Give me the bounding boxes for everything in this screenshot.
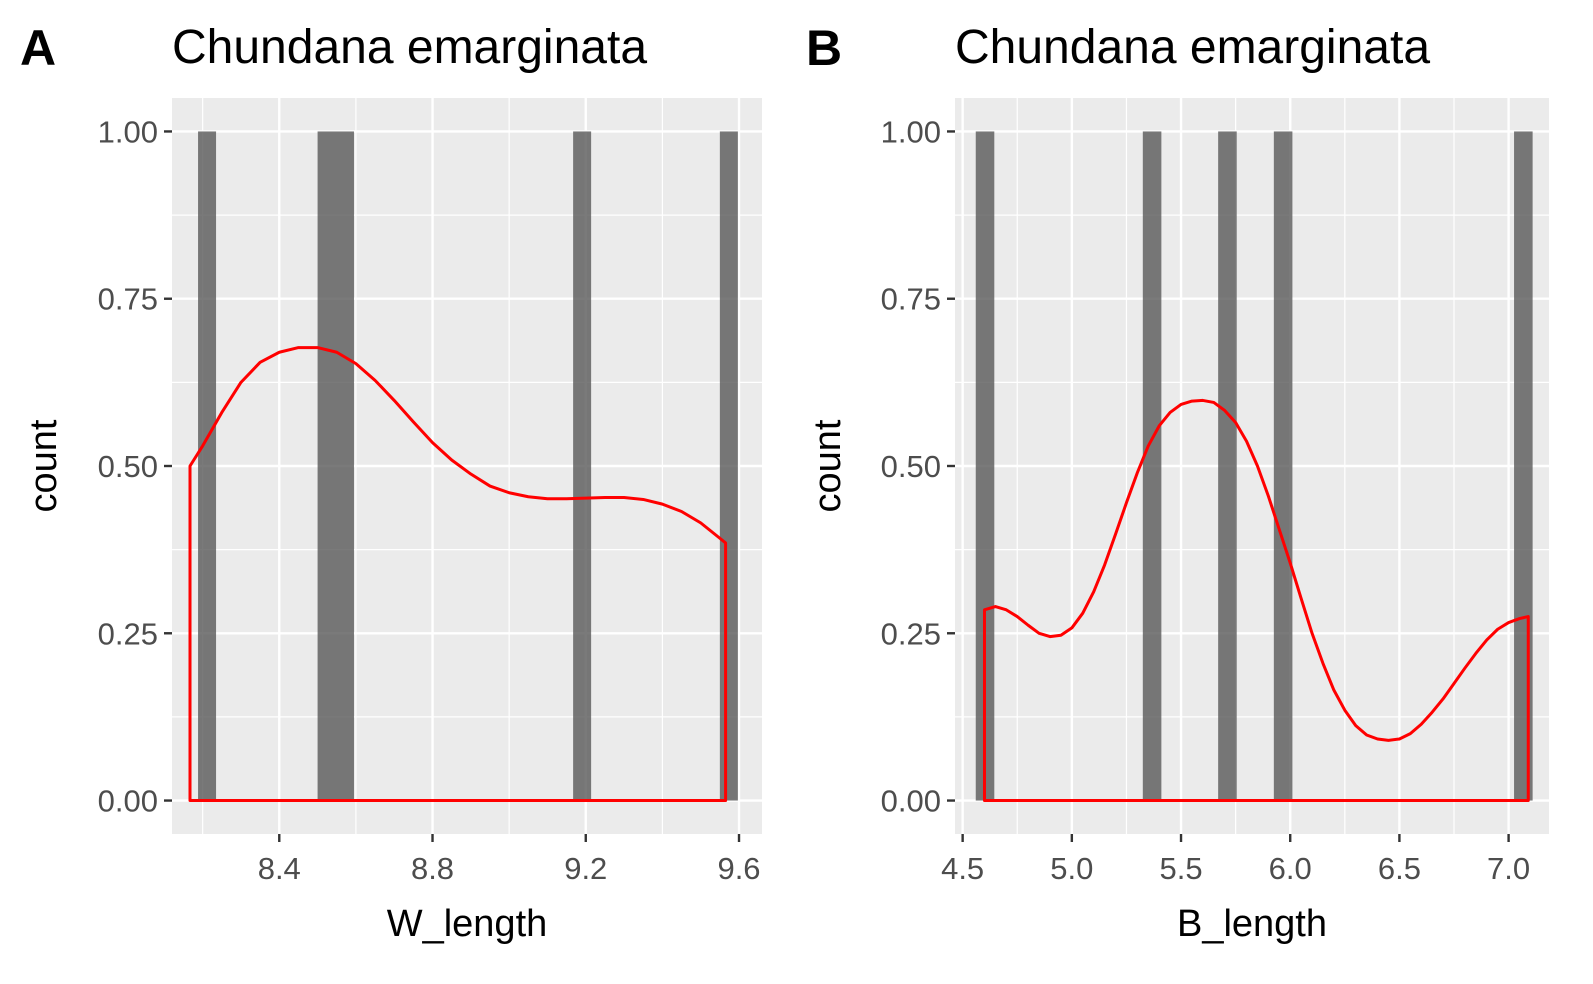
panel-b-x-tick-label: 5.5 bbox=[1159, 851, 1202, 886]
panel-b-histogram-bar bbox=[1142, 131, 1162, 801]
panel-a-x-tick-label: 9.6 bbox=[717, 851, 760, 886]
panel-a-histogram-bar bbox=[719, 131, 738, 801]
panel-a-x-tick-label: 8.8 bbox=[411, 851, 454, 886]
panel-b-y-tick-label: 0.75 bbox=[881, 282, 941, 317]
panel-b-histogram-bar bbox=[1273, 131, 1293, 801]
panel-a-y-axis-title: count bbox=[23, 419, 65, 512]
panel-a-y-tick-label: 0.25 bbox=[98, 616, 158, 651]
panel-b-histogram-bar bbox=[1514, 131, 1533, 801]
panel-a-bars bbox=[198, 131, 738, 801]
panel-b-bars bbox=[975, 131, 1533, 801]
panel-b-histogram-bar bbox=[975, 131, 995, 801]
panel-b-x-tick-label: 7.0 bbox=[1487, 851, 1530, 886]
panel-a-y-tick-label: 0.50 bbox=[98, 449, 158, 484]
panel-b-y-axis: 0.00 0.25 0.50 0.75 1.00 bbox=[881, 114, 955, 819]
panel-a-histogram-bar bbox=[317, 131, 354, 801]
panel-b-y-axis-title: count bbox=[807, 419, 849, 512]
panel-b-x-axis: 4.5 5.0 5.5 6.0 6.5 7.0 bbox=[941, 834, 1530, 886]
panel-b-y-tick-label: 1.00 bbox=[881, 114, 941, 149]
panel-a-density-curve bbox=[188, 346, 728, 803]
panel-b-density-curve bbox=[982, 398, 1530, 803]
panel-b-x-tick-label: 6.0 bbox=[1269, 851, 1312, 886]
panel-a-y-tick-label: 1.00 bbox=[98, 114, 158, 149]
panel-a-x-tick-label: 8.4 bbox=[258, 851, 301, 886]
panel-a-y-axis: 0.00 0.25 0.50 0.75 1.00 bbox=[98, 114, 172, 819]
panel-b-x-tick-label: 5.0 bbox=[1050, 851, 1093, 886]
panel-b-tag: B bbox=[806, 20, 842, 76]
panel-b-x-tick-label: 4.5 bbox=[941, 851, 984, 886]
panel-a-y-tick-label: 0.00 bbox=[98, 784, 158, 819]
panel-b-title: Chundana emarginata bbox=[955, 21, 1430, 74]
panel-b-y-tick-label: 0.50 bbox=[881, 449, 941, 484]
panel-a-y-tick-label: 0.75 bbox=[98, 282, 158, 317]
panel-b-x-axis-title: B_length bbox=[1177, 903, 1327, 945]
panel-b-y-tick-label: 0.00 bbox=[881, 784, 941, 819]
panel-a-histogram-bar bbox=[198, 131, 217, 801]
panel-b: B Chundana emarginata 0.00 0.25 0.50 0.75 1.… bbox=[806, 20, 1549, 945]
panel-a-title: Chundana emarginata bbox=[172, 21, 647, 74]
panel-a-x-axis: 8.4 8.8 9.2 9.6 bbox=[258, 834, 761, 886]
panel-a-x-tick-label: 9.2 bbox=[564, 851, 607, 886]
panel-b-y-tick-label: 0.25 bbox=[881, 616, 941, 651]
panel-a-x-axis-title: W_length bbox=[387, 903, 548, 945]
panel-a: A Chundana emarginata 0.00 0.25 0.50 0.75 1.… bbox=[20, 20, 762, 945]
panel-b-x-tick-label: 6.5 bbox=[1378, 851, 1421, 886]
panel-b-histogram-bar bbox=[1218, 131, 1237, 801]
panel-a-histogram-bar bbox=[573, 131, 592, 801]
panel-a-tag: A bbox=[20, 20, 56, 76]
